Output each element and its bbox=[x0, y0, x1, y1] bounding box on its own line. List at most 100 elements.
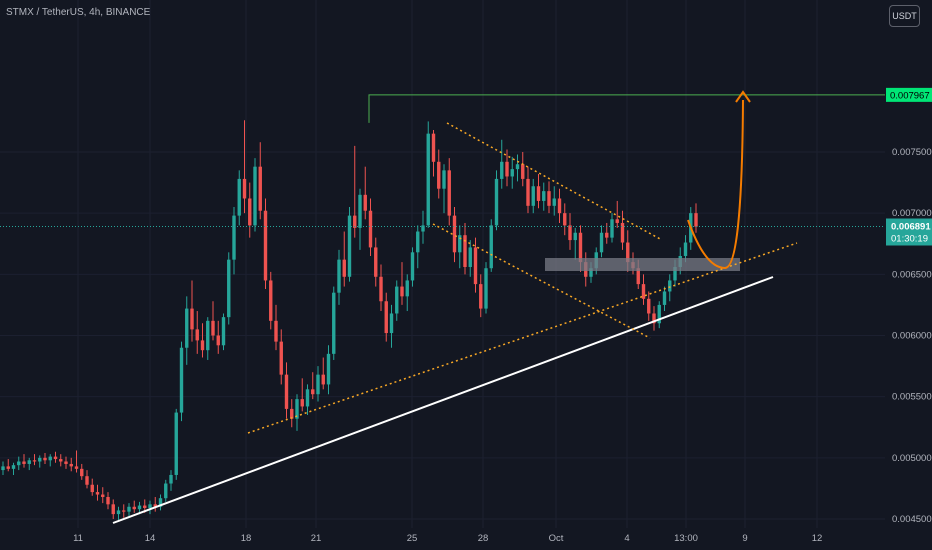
candle bbox=[122, 504, 126, 518]
candle-body bbox=[305, 389, 310, 407]
candle bbox=[195, 311, 199, 354]
candle bbox=[253, 158, 257, 232]
candle-body bbox=[158, 498, 163, 507]
candle bbox=[53, 451, 58, 463]
candle bbox=[389, 304, 394, 348]
candle-body bbox=[59, 459, 63, 462]
candle bbox=[263, 198, 268, 290]
candle bbox=[284, 362, 289, 419]
candle-body bbox=[694, 213, 698, 227]
candle bbox=[379, 264, 383, 312]
time-axis[interactable]: 11 14 18 21 25 28 Oct 4 13:00 9 12 bbox=[73, 533, 822, 544]
candle bbox=[552, 186, 556, 216]
x-tick-label: 14 bbox=[145, 533, 156, 544]
candle-body bbox=[164, 483, 168, 499]
candle-body bbox=[242, 178, 247, 199]
candle bbox=[64, 456, 68, 469]
candle bbox=[536, 174, 541, 209]
candle-body bbox=[521, 164, 525, 179]
candle-body bbox=[515, 164, 520, 170]
candle bbox=[269, 271, 273, 330]
candle-body bbox=[641, 284, 646, 299]
candle bbox=[85, 470, 89, 489]
candle-body bbox=[547, 191, 551, 206]
candle-body bbox=[6, 466, 10, 469]
candle-body bbox=[279, 341, 283, 375]
candle bbox=[374, 237, 378, 287]
drawings bbox=[0, 90, 885, 524]
currency-button[interactable]: USDT bbox=[889, 5, 920, 27]
candle bbox=[95, 484, 100, 501]
countdown-text: 01:30:19 bbox=[891, 234, 928, 245]
candle-body bbox=[620, 222, 625, 243]
candle bbox=[458, 225, 462, 269]
candle-body bbox=[347, 215, 352, 277]
projection-arrow bbox=[735, 90, 751, 103]
candle-body bbox=[1, 466, 5, 471]
candle bbox=[237, 170, 241, 226]
candle bbox=[132, 500, 136, 513]
candle bbox=[342, 231, 346, 287]
candle-body bbox=[552, 198, 556, 206]
candle-body bbox=[332, 292, 336, 354]
candle-body bbox=[200, 340, 205, 351]
candle bbox=[363, 166, 367, 220]
candle-body bbox=[253, 166, 257, 226]
candle bbox=[290, 399, 294, 428]
candle-body bbox=[473, 247, 478, 285]
candle bbox=[358, 188, 362, 250]
candle bbox=[400, 262, 404, 305]
candle-body bbox=[153, 504, 157, 507]
candle bbox=[489, 219, 493, 272]
candle bbox=[447, 158, 451, 226]
candle-body bbox=[69, 463, 73, 467]
candle bbox=[337, 249, 341, 305]
target-price-text: 0.007967 bbox=[890, 90, 930, 101]
candle bbox=[484, 262, 488, 314]
candle-body bbox=[237, 178, 241, 216]
candle-body bbox=[48, 456, 52, 461]
candle-body bbox=[668, 280, 672, 292]
support-zone bbox=[545, 258, 740, 271]
candle bbox=[332, 286, 336, 360]
candle-body bbox=[290, 408, 294, 419]
candle bbox=[431, 129, 436, 177]
candle-body bbox=[568, 225, 572, 241]
candle-body bbox=[489, 225, 493, 269]
candle-body bbox=[536, 186, 541, 201]
target-price-badge bbox=[886, 87, 932, 102]
candle bbox=[563, 203, 567, 236]
candle-body bbox=[190, 308, 194, 330]
candle-body bbox=[38, 457, 42, 462]
channel-bottom bbox=[432, 223, 651, 339]
candle-body bbox=[526, 178, 530, 206]
candle-body bbox=[185, 308, 189, 348]
candle-body bbox=[132, 506, 136, 510]
candle bbox=[127, 503, 131, 517]
candle-body bbox=[542, 191, 546, 201]
candle-body bbox=[269, 280, 273, 321]
candle bbox=[610, 213, 614, 243]
price-axis[interactable]: 0.004500 0.005000 0.005500 0.006000 0.006500… bbox=[892, 147, 932, 525]
candle-body bbox=[221, 317, 226, 346]
candle bbox=[232, 207, 236, 275]
x-tick-label: 25 bbox=[407, 533, 418, 544]
candle bbox=[153, 496, 157, 512]
candle bbox=[437, 149, 441, 199]
candle-body bbox=[122, 510, 126, 512]
candle-body bbox=[32, 460, 37, 462]
uptrend-line bbox=[112, 276, 774, 524]
candle-body bbox=[211, 320, 215, 336]
candle-body bbox=[116, 510, 121, 515]
candle-body bbox=[463, 235, 467, 267]
candle-body bbox=[227, 259, 231, 318]
candle bbox=[647, 291, 651, 321]
candle bbox=[116, 506, 121, 521]
candle bbox=[242, 120, 247, 214]
candle-body bbox=[358, 194, 362, 228]
candle-body bbox=[405, 280, 409, 297]
target-price-label: 0.007967 bbox=[886, 87, 932, 102]
